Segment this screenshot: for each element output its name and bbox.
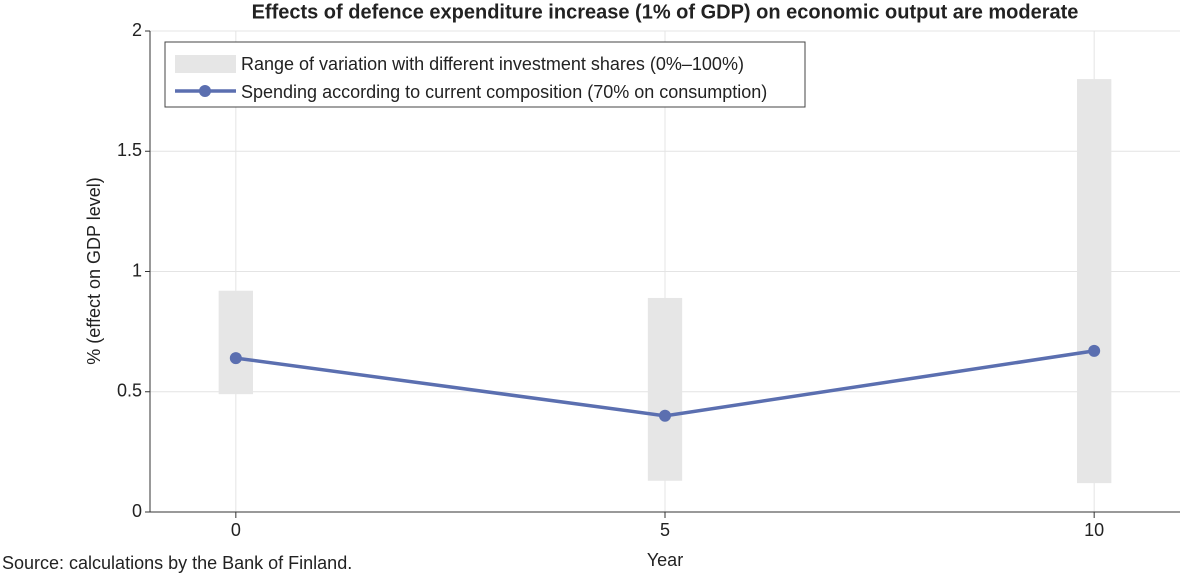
legend-swatch (175, 55, 236, 73)
series-point (229, 352, 242, 365)
y-tick-label: 2 (132, 20, 142, 40)
range-bar (647, 297, 683, 481)
x-tick-label: 10 (1084, 520, 1104, 540)
series-point (659, 409, 671, 422)
legend-label: Spending according to current compositio… (241, 82, 767, 102)
legend-marker (199, 85, 211, 97)
range-bar (218, 290, 253, 395)
chart-title: Effects of defence expenditure increase … (252, 1, 1079, 23)
legend-box (164, 41, 806, 108)
y-tick-label: 0.5 (117, 381, 142, 401)
series-point (1088, 344, 1101, 357)
y-axis-label: % (effect on GDP level) (84, 177, 104, 364)
plot-area (218, 79, 1112, 484)
y-tick-label: 1.5 (117, 140, 142, 160)
source-note: Source: calculations by the Bank of Finl… (2, 553, 352, 573)
legend: Range of variation with different invest… (164, 41, 806, 108)
legend-label: Range of variation with different invest… (241, 54, 744, 74)
y-tick-label: 1 (132, 260, 142, 280)
range-bar (1077, 79, 1112, 484)
x-tick-label: 5 (660, 520, 670, 540)
y-tick-label: 0 (132, 501, 142, 521)
x-axis-label: Year (647, 550, 683, 570)
x-tick-label: 0 (231, 520, 241, 540)
